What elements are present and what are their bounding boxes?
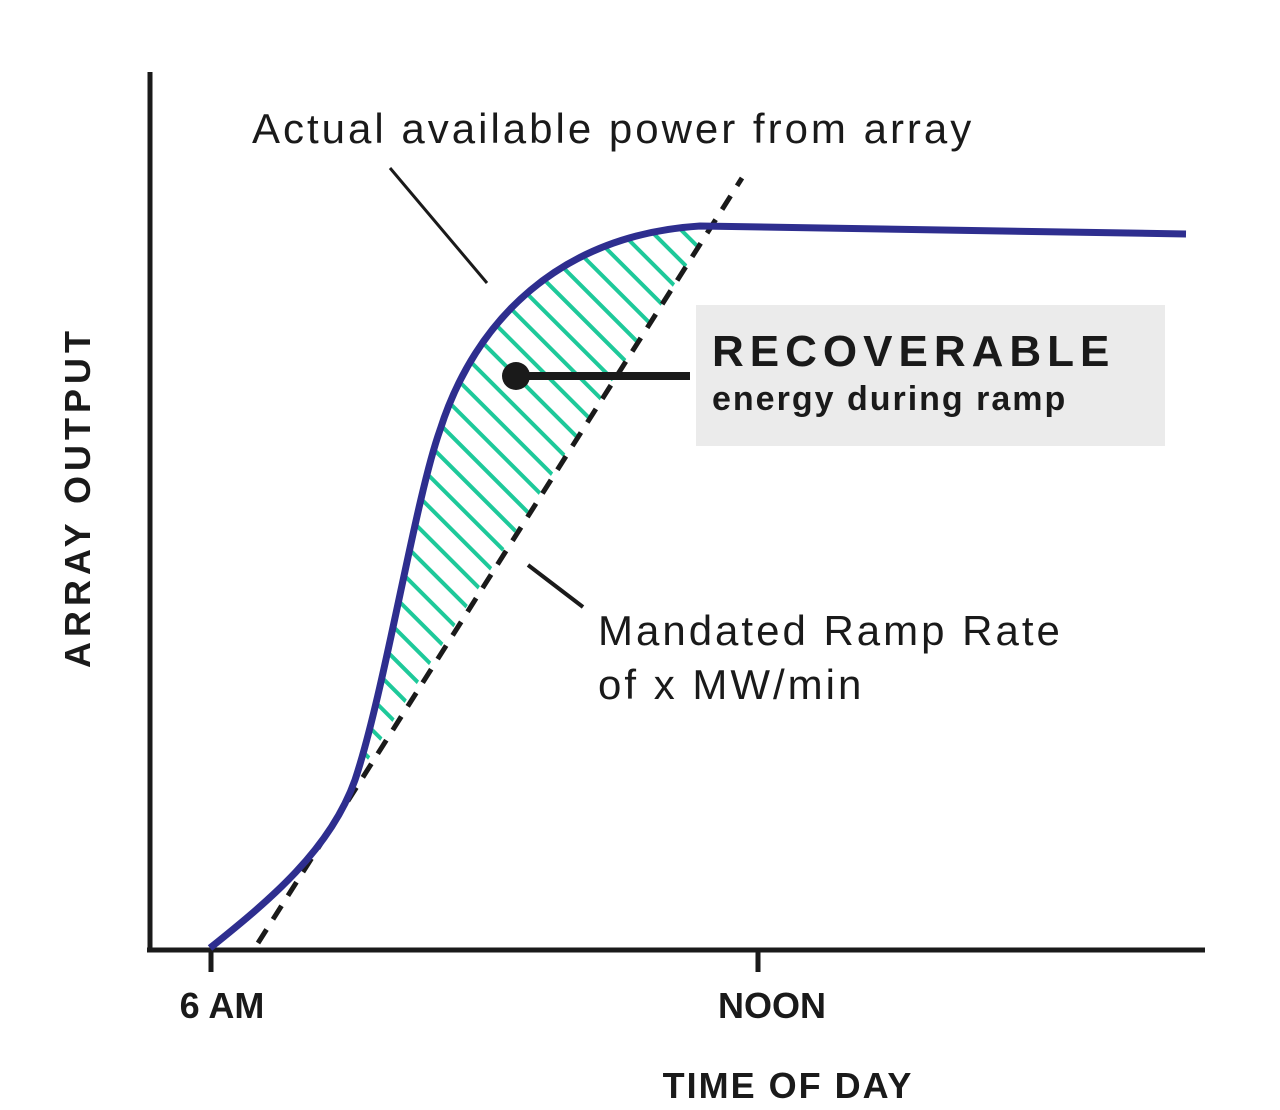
leader-dot: [502, 362, 530, 390]
x-axis-label: TIME OF DAY: [663, 1065, 914, 1106]
annotation: of x MW/min: [598, 661, 864, 708]
x-tick-label: 6 AM: [180, 985, 265, 1026]
callout-title: RECOVERABLE: [712, 327, 1115, 376]
recoverable-area: [355, 226, 712, 780]
annotation: Mandated Ramp Rate: [598, 607, 1063, 654]
annotation: Actual available power from array: [252, 105, 974, 152]
y-axis-label: ARRAY OUTPUT: [57, 326, 98, 668]
x-tick-label: NOON: [718, 985, 826, 1026]
leader-line: [388, 167, 489, 284]
leader-line: [526, 563, 585, 609]
callout-box: [696, 305, 1165, 446]
power-curve: [207, 222, 1187, 951]
callout-subtitle: energy during ramp: [712, 380, 1067, 418]
